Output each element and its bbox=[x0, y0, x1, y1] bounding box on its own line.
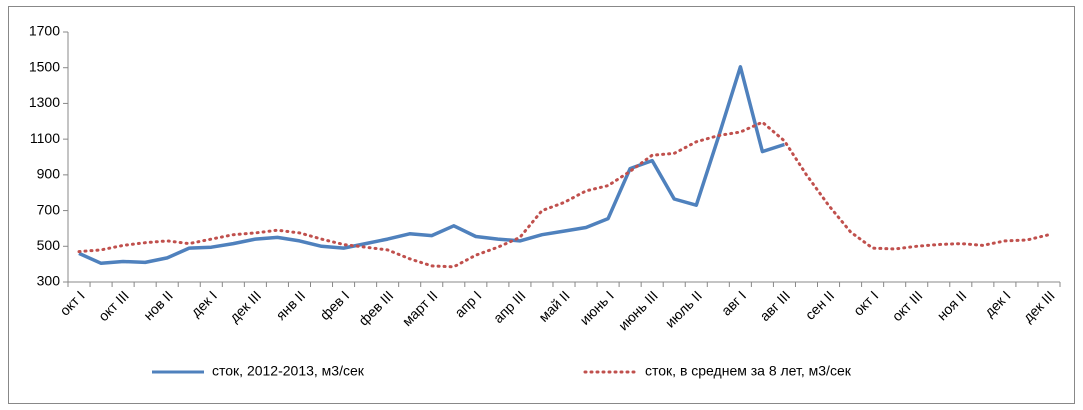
y-tick-label: 500 bbox=[37, 237, 61, 253]
chart-frame bbox=[8, 6, 1075, 404]
y-tick-label: 700 bbox=[37, 201, 61, 217]
y-tick-label: 900 bbox=[37, 166, 61, 182]
y-tick-label: 1700 bbox=[29, 23, 60, 39]
y-tick-label: 1100 bbox=[30, 130, 60, 146]
y-tick-label: 300 bbox=[37, 273, 61, 289]
legend-label: сток, в среднем за 8 лет, м3/сек bbox=[645, 363, 852, 379]
y-tick-label: 1300 bbox=[29, 94, 60, 110]
legend-label: сток, 2012-2013, м3/сек bbox=[212, 363, 365, 379]
series-line bbox=[77, 120, 1051, 269]
y-tick-label: 1500 bbox=[29, 58, 60, 74]
series-line bbox=[78, 65, 785, 266]
